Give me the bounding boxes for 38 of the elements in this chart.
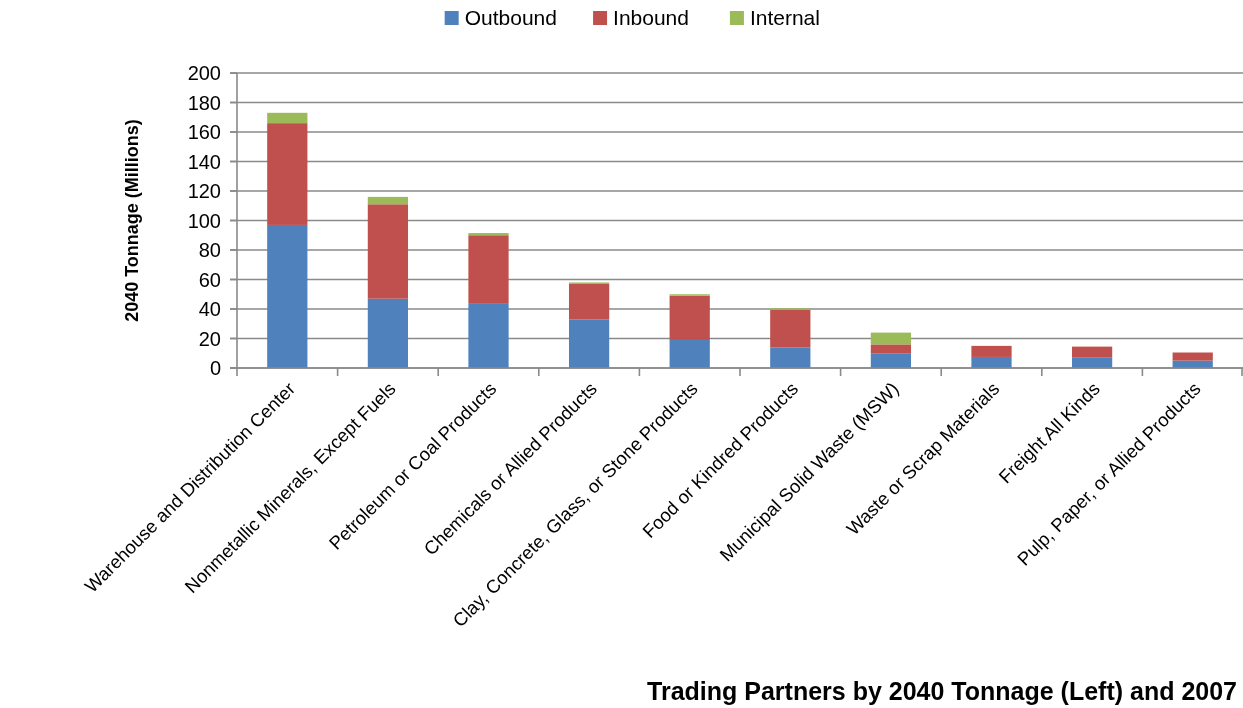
bar [468, 235, 509, 304]
y-tick-label: 160 [187, 121, 221, 143]
y-tick-label: 20 [198, 327, 221, 350]
y-tick-label: 60 [198, 268, 221, 291]
bar [971, 345, 1012, 357]
bar [870, 353, 912, 368]
bar [971, 356, 1012, 368]
bar [568, 319, 610, 368]
bar [1071, 346, 1113, 358]
bar [367, 298, 409, 368]
bar [367, 196, 409, 205]
legend-label: Outbound [464, 6, 557, 30]
text: Trading Partners by 2040 Tonnage (Left) and 2007 [647, 677, 1237, 705]
y-axis-title: 2040 Tonnage (Millions) [122, 119, 142, 322]
y-tick-label: 180 [187, 91, 221, 114]
legend-label: Internal [749, 6, 820, 30]
bar [468, 303, 509, 368]
bar [267, 224, 308, 368]
bar [267, 112, 308, 124]
y-tick-label: 140 [187, 150, 221, 173]
bar [669, 339, 710, 368]
bar [870, 332, 912, 345]
bar [367, 204, 409, 299]
bar [770, 309, 811, 348]
legend-label: Inbound [613, 6, 689, 30]
bar [669, 295, 710, 340]
y-tick-label: 100 [187, 209, 221, 232]
bar [770, 347, 811, 368]
bar [568, 283, 610, 320]
y-tick-label: 80 [198, 239, 221, 261]
bar [468, 233, 509, 236]
y-tick-label: 0 [209, 357, 221, 379]
bar [870, 344, 912, 354]
bar [267, 123, 308, 225]
y-tick-label: 120 [187, 180, 221, 202]
y-tick-label: 200 [187, 62, 221, 84]
bar [1172, 352, 1213, 361]
y-tick-label: 40 [198, 298, 221, 320]
